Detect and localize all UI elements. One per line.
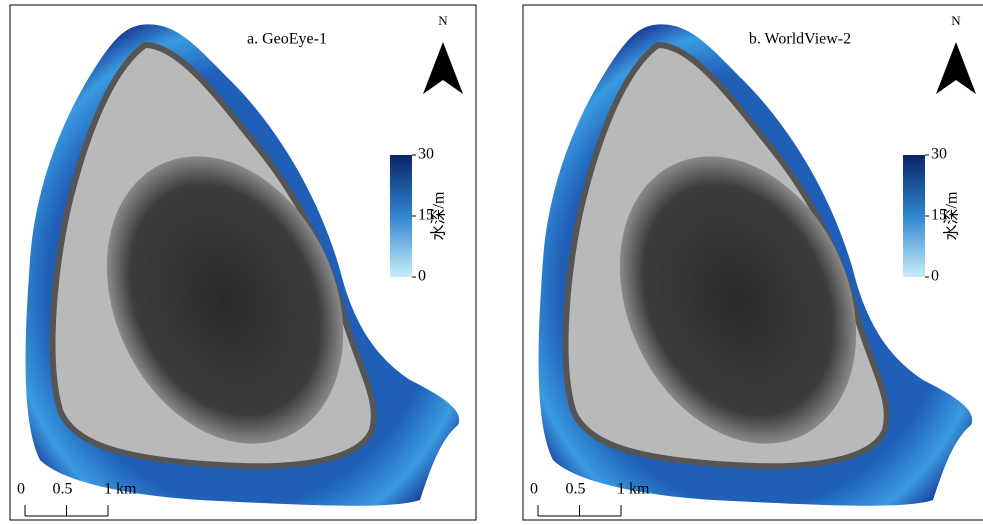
colorbar-tick-label: 30	[931, 146, 947, 163]
north-label: N	[951, 13, 961, 28]
figure: a. GeoEye-1N01530水深/m00.51 kmb. WorldVie…	[0, 0, 983, 525]
colorbar-tick-label: 0	[418, 268, 426, 285]
colorbar	[903, 155, 925, 277]
panel-title: a. GeoEye-1	[247, 31, 327, 48]
scalebar-label: 0	[530, 481, 538, 498]
colorbar-label: 水深/m	[430, 191, 448, 240]
scalebar-label: 0.5	[566, 481, 586, 498]
colorbar-tick-label: 0	[931, 268, 939, 285]
colorbar-tick-label: 30	[418, 146, 434, 163]
scalebar-label: 1 km	[617, 481, 650, 498]
panel-title: b. WorldView-2	[749, 31, 851, 48]
colorbar-label: 水深/m	[943, 191, 961, 240]
scalebar-label: 0.5	[53, 481, 73, 498]
scalebar-label: 0	[17, 481, 25, 498]
north-label: N	[438, 13, 448, 28]
colorbar	[390, 155, 412, 277]
scalebar-label: 1 km	[104, 481, 137, 498]
